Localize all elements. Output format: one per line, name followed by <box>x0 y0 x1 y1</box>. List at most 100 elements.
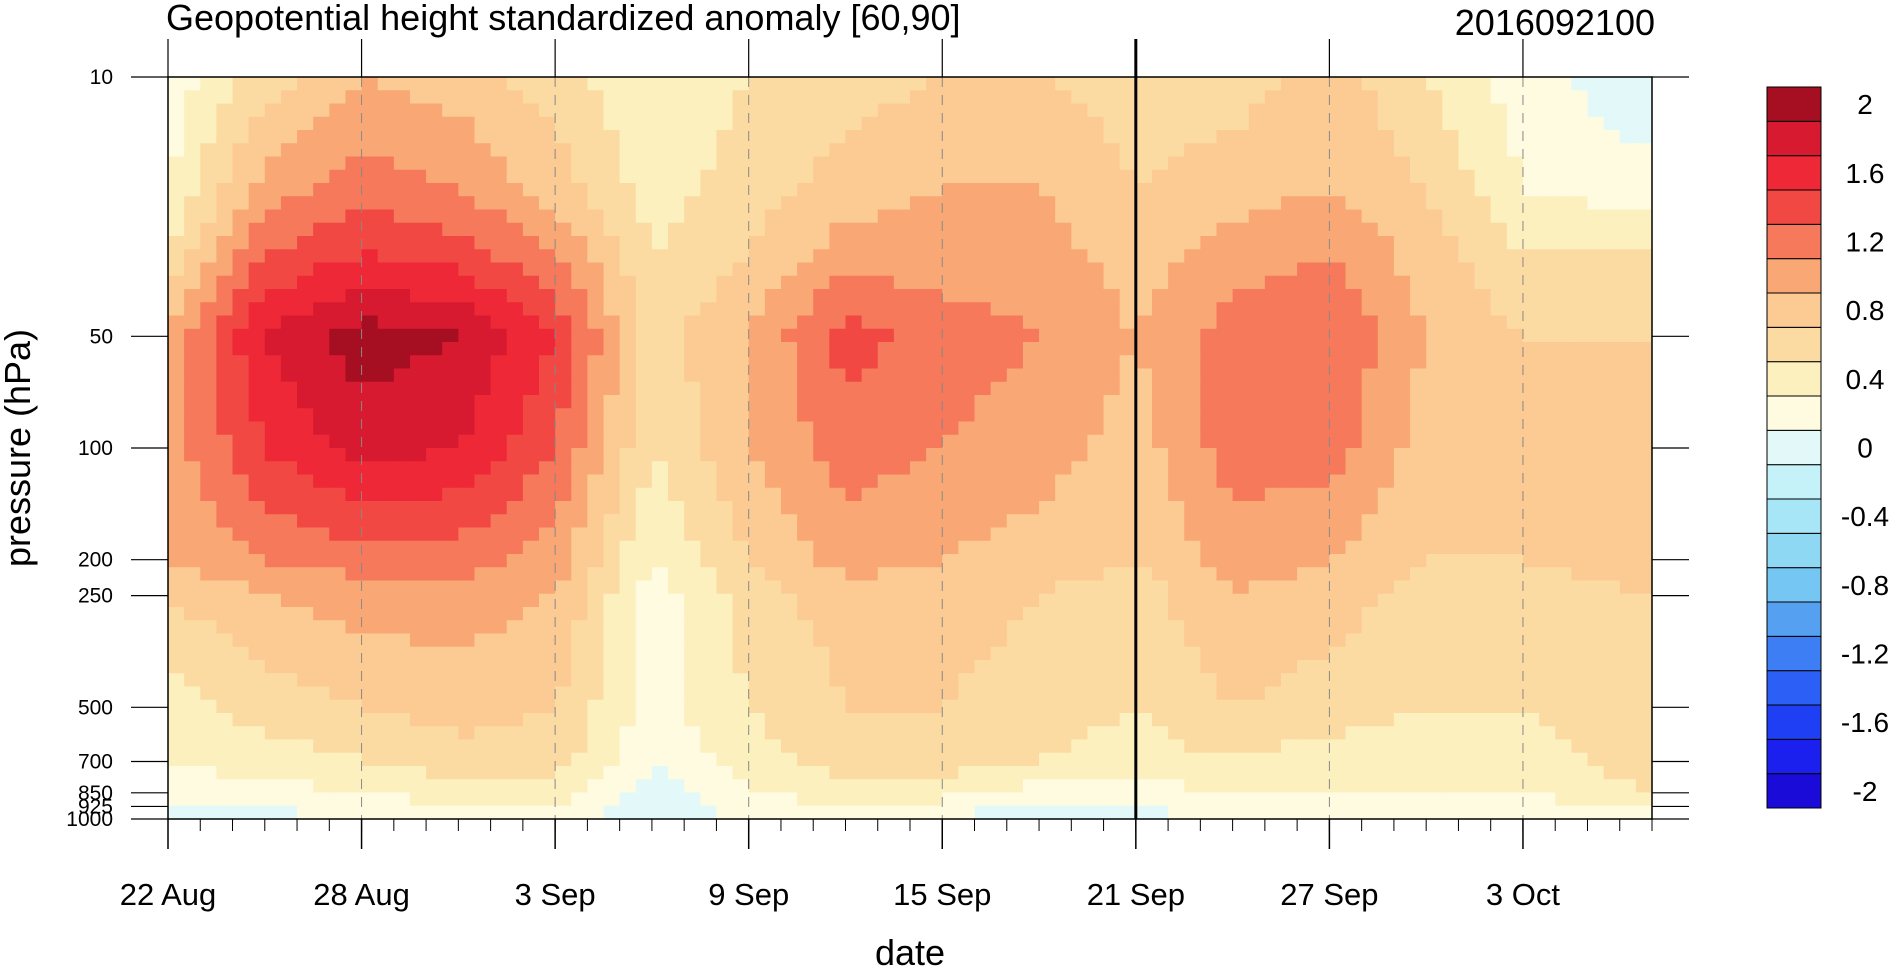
heatmap-cell <box>1248 554 1266 568</box>
heatmap-cell <box>1377 580 1395 595</box>
heatmap-cell <box>732 686 750 701</box>
heatmap-cell <box>232 501 250 515</box>
heatmap-cell <box>845 355 863 370</box>
heatmap-cell <box>1313 766 1330 780</box>
heatmap-cell <box>1135 315 1153 330</box>
heatmap-cell <box>1603 275 1621 290</box>
heatmap-cell <box>1151 673 1169 688</box>
heatmap-cell <box>732 342 750 356</box>
heatmap-cell <box>1410 222 1427 237</box>
heatmap-cell <box>168 315 185 330</box>
heatmap-cell <box>1345 381 1363 396</box>
heatmap-cell <box>861 580 879 595</box>
heatmap-cell <box>1297 262 1314 277</box>
heatmap-cell <box>1490 633 1508 648</box>
heatmap-cell <box>700 779 718 794</box>
heatmap-cell <box>684 580 701 595</box>
heatmap-cell <box>1281 249 1298 264</box>
heatmap-cell <box>490 487 508 502</box>
heatmap-cell <box>1216 448 1234 462</box>
heatmap-cell <box>393 580 411 595</box>
heatmap-cell <box>700 395 718 409</box>
heatmap-cell <box>361 448 379 462</box>
heatmap-cell <box>1458 381 1476 396</box>
heatmap-cell <box>635 487 653 502</box>
heatmap-cell <box>668 328 685 343</box>
heatmap-cell <box>200 607 217 621</box>
heatmap-cell <box>684 156 701 171</box>
heatmap-cell <box>297 726 314 741</box>
heatmap-cell <box>506 766 524 780</box>
heatmap-cell <box>668 262 685 277</box>
heatmap-cell <box>1474 381 1492 396</box>
heatmap-cell <box>1555 222 1572 237</box>
heatmap-cell <box>313 315 330 330</box>
heatmap-cell <box>942 660 959 674</box>
heatmap-cell <box>1216 593 1234 608</box>
heatmap-cell <box>361 222 379 237</box>
heatmap-cell <box>1022 130 1040 144</box>
heatmap-cell <box>1393 474 1411 489</box>
heatmap-cell <box>958 580 976 595</box>
heatmap-cell <box>1119 673 1137 688</box>
heatmap-cell <box>280 77 298 91</box>
heatmap-cell <box>942 249 959 264</box>
heatmap-cell <box>1474 448 1492 462</box>
heatmap-cell <box>1426 196 1443 211</box>
heatmap-cell <box>587 236 605 250</box>
heatmap-cell <box>1200 143 1218 158</box>
heatmap-cell <box>845 567 863 582</box>
heatmap-cell <box>442 673 459 688</box>
heatmap-cell <box>1006 739 1024 754</box>
heatmap-cell <box>829 275 847 290</box>
heatmap-cell <box>716 633 734 648</box>
heatmap-cell <box>1184 527 1201 542</box>
heatmap-cell <box>764 103 782 118</box>
heatmap-cell <box>1055 434 1072 449</box>
heatmap-cell <box>426 289 443 303</box>
heatmap-cell <box>1006 275 1024 290</box>
heatmap-cell <box>813 222 830 237</box>
heatmap-cell <box>1039 77 1056 91</box>
heatmap-cell <box>1297 699 1314 714</box>
heatmap-cell <box>829 646 847 661</box>
heatmap-cell <box>1571 487 1589 502</box>
heatmap-cell <box>716 262 734 277</box>
heatmap-cell <box>1135 779 1153 794</box>
heatmap-cell <box>1297 222 1314 237</box>
heatmap-cell <box>1361 766 1379 780</box>
heatmap-cell <box>1264 421 1282 436</box>
heatmap-cell <box>861 381 879 396</box>
heatmap-cell <box>813 90 830 105</box>
heatmap-cell <box>764 196 782 211</box>
heatmap-cell <box>1410 368 1427 383</box>
heatmap-cell <box>1603 222 1621 237</box>
heatmap-cell <box>764 474 782 489</box>
heatmap-cell <box>232 713 250 727</box>
heatmap-cell <box>522 646 540 661</box>
heatmap-cell <box>1200 421 1218 436</box>
heatmap-cell <box>1248 368 1266 383</box>
heatmap-cell <box>377 381 395 396</box>
heatmap-cell <box>700 328 718 343</box>
heatmap-cell <box>716 620 734 635</box>
heatmap-cell <box>280 249 298 264</box>
heatmap-cell <box>506 620 524 635</box>
heatmap-cell <box>1248 713 1266 727</box>
heatmap-cell <box>555 593 572 608</box>
heatmap-cell <box>1555 328 1572 343</box>
heatmap-cell <box>619 342 637 356</box>
heatmap-cell <box>942 474 959 489</box>
heatmap-cell <box>1055 699 1072 714</box>
heatmap-cell <box>1393 554 1411 568</box>
heatmap-cell <box>942 434 959 449</box>
heatmap-cell <box>587 222 605 237</box>
heatmap-cell <box>442 540 459 555</box>
heatmap-cell <box>1119 620 1137 635</box>
heatmap-cell <box>506 713 524 727</box>
heatmap-cell <box>1248 487 1266 502</box>
heatmap-cell <box>1151 183 1169 197</box>
heatmap-cell <box>845 607 863 621</box>
heatmap-cell <box>393 487 411 502</box>
heatmap-cell <box>1022 646 1040 661</box>
